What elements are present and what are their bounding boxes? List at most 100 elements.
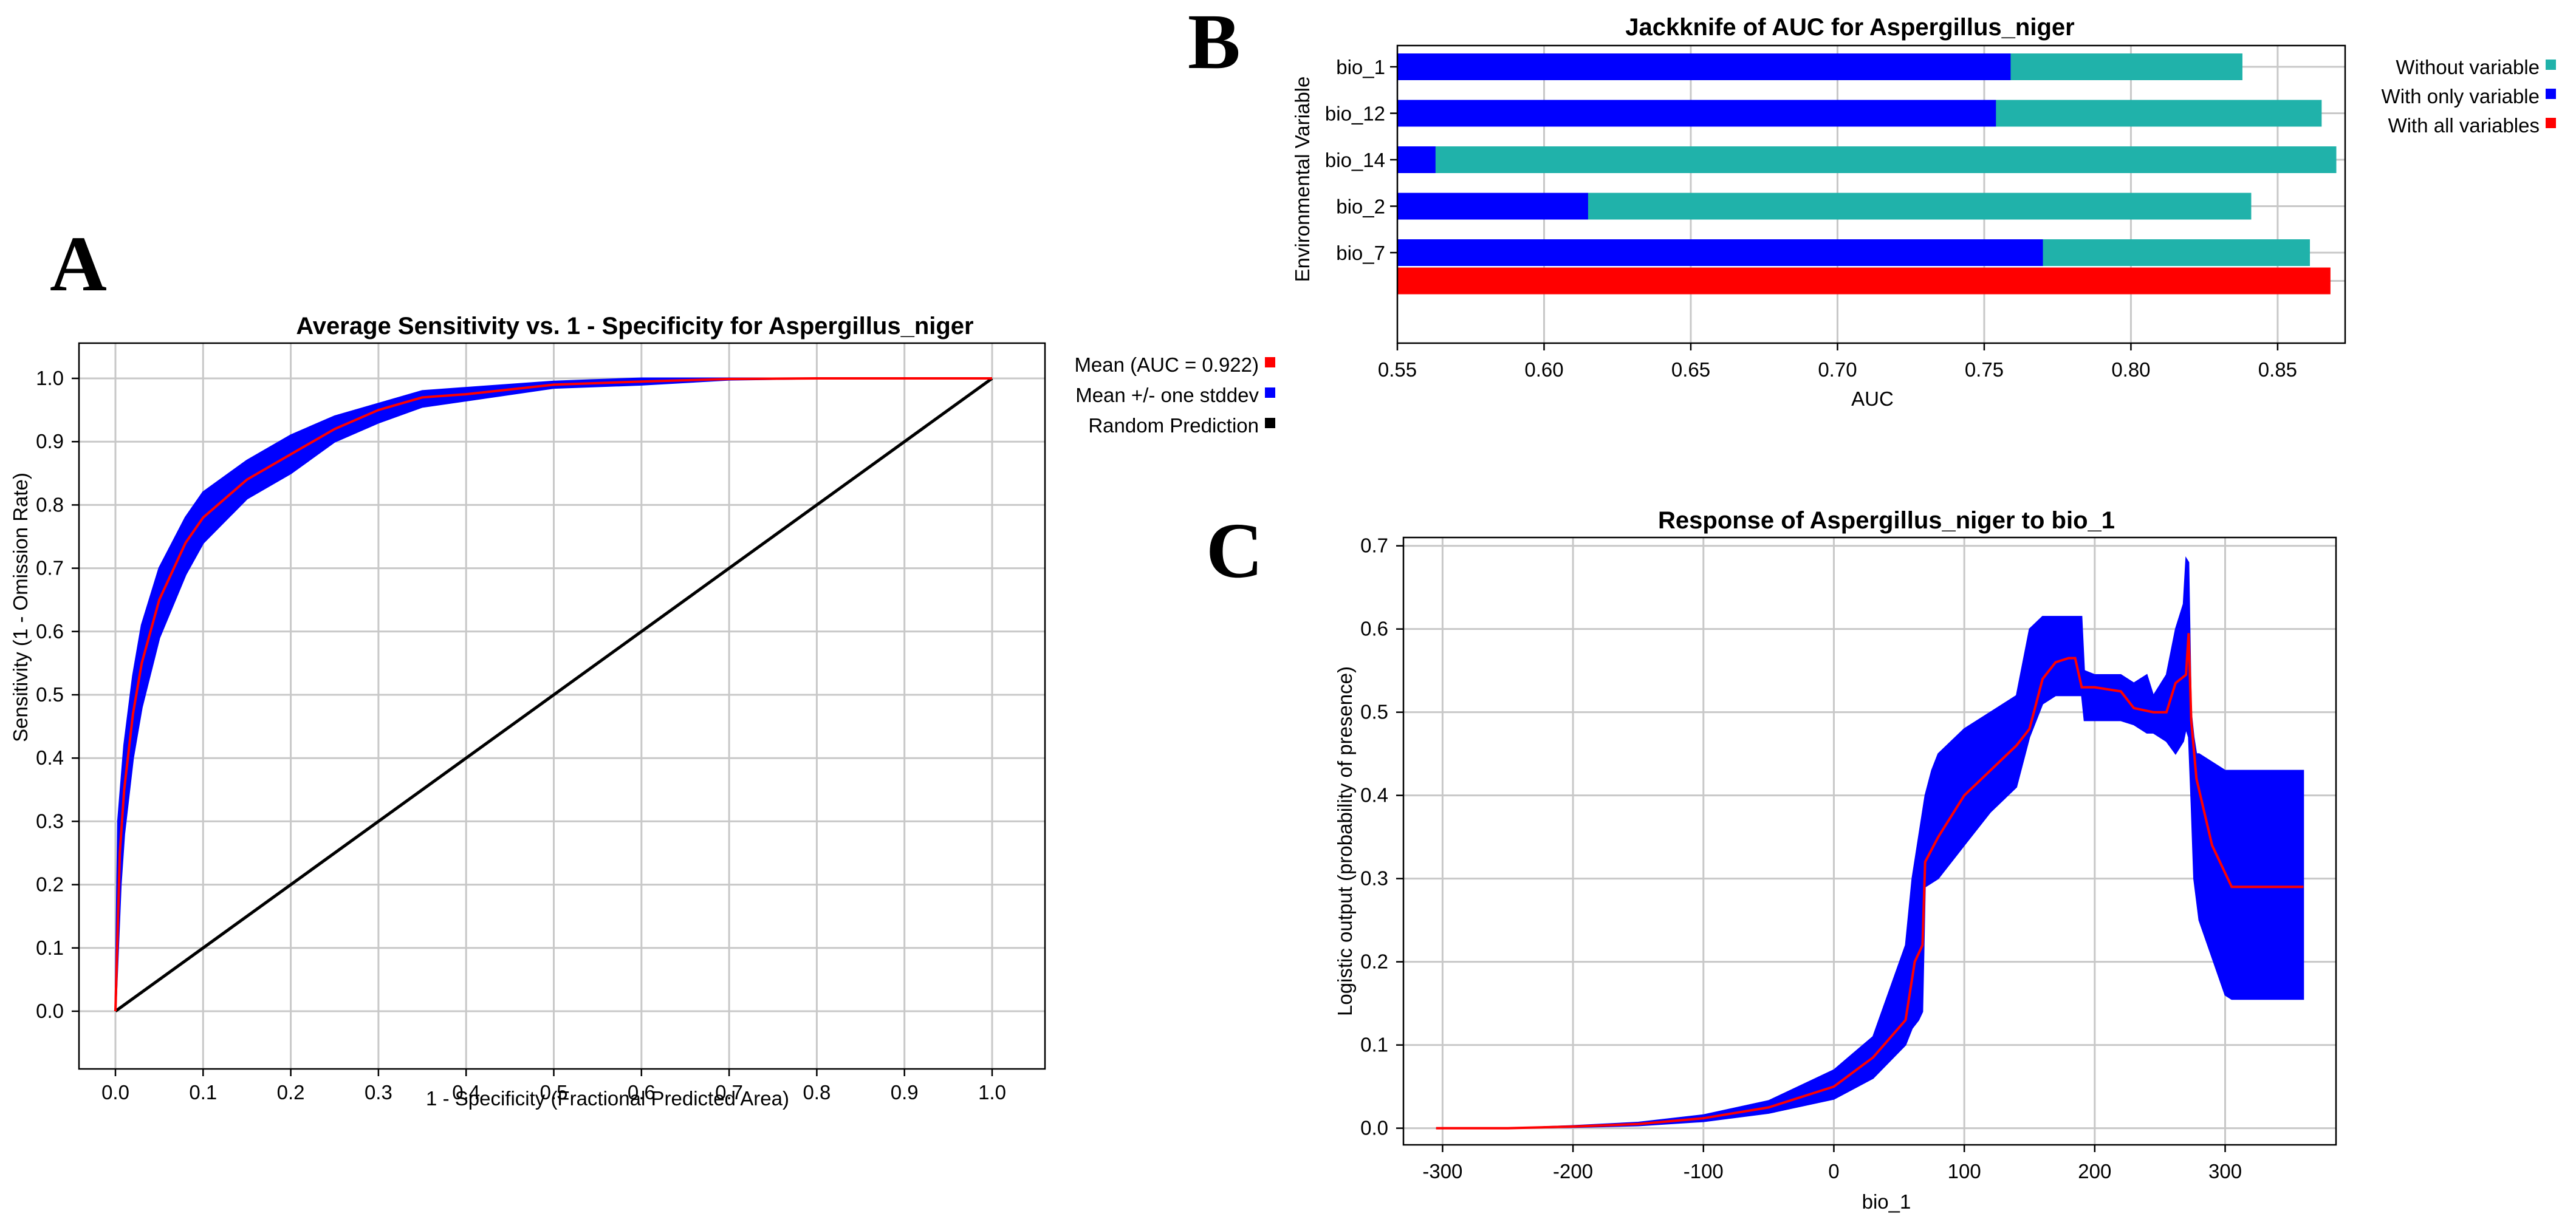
response-y-tick-label: 0.6 [1360,618,1388,640]
roc-x-tick-label: 1.0 [978,1081,1006,1104]
jackknife-x-tick-label: 0.80 [2111,358,2150,381]
roc-x-ticks: 0.0 0.1 0.2 0.3 0.4 0.5 0.6 0.7 0.8 0.9 1.0 [101,1069,1006,1104]
legend-mean-swatch [1265,357,1275,367]
jackknife-x-tick-label: 0.85 [2258,358,2297,381]
legend-without-swatch [2546,60,2556,70]
roc-x-tick-label: 0.0 [101,1081,129,1104]
response-chart: Response of Aspergillus_niger to bio_1 -… [1334,507,2337,1213]
legend-random: Random Prediction [1088,414,1259,437]
roc-x-tick-label: 0.5 [540,1081,568,1104]
legend-stddev-swatch [1265,387,1275,398]
jackknife-x-tick-label: 0.70 [1818,358,1857,381]
roc-x-tick-label: 0.2 [277,1081,305,1104]
roc-y-tick-label: 0.6 [36,620,64,643]
response-x-tick-label: 300 [2208,1160,2242,1182]
legend-with-all-swatch [2546,118,2556,128]
jackknife-chart: Jackknife of AUC for Aspergillus_niger 0… [1291,14,2556,410]
roc-chart: Average Sensitivity vs. 1 - Specificity … [9,313,1275,1110]
response-x-tick-label: 100 [1948,1160,1981,1182]
jackknife-category-label: bio_2 [1336,196,1385,218]
jackknife-x-tick-label: 0.55 [1378,358,1417,381]
jackknife-x-tick-label: 0.65 [1671,358,1710,381]
roc-random-prediction-line [114,377,993,1013]
response-band [1436,556,2304,1129]
roc-y-axis-label: Sensitivity (1 - Omission Rate) [9,473,32,742]
bar-with-all-variables [1397,267,2331,295]
roc-y-tick-label: 0.7 [36,557,64,579]
response-x-tick-label: -300 [1422,1160,1462,1182]
roc-x-tick-label: 0.8 [803,1081,831,1104]
roc-x-axis-label: 1 - Specificity (Fractional Predicted Ar… [426,1087,789,1110]
jackknife-categories: bio_1 bio_12 bio_14 bio_2 bio_7 [1325,56,1397,264]
roc-stddev-band-area [114,377,992,1012]
bar-with-only-variable [1397,100,1996,127]
response-y-axis-label: Logistic output (probability of presence… [1334,666,1356,1016]
roc-x-tick-label: 0.7 [715,1081,743,1104]
response-y-tick-label: 0.4 [1360,784,1388,807]
bar-without-variable [1397,146,2337,173]
jackknife-bars [1397,53,2337,295]
response-y-tick-label: 0.0 [1360,1117,1388,1139]
response-y-tick-label: 0.3 [1360,867,1388,890]
roc-stddev-band [114,377,992,1012]
jackknife-x-tick-label: 0.60 [1524,358,1563,381]
jackknife-x-tick-label: 0.75 [1965,358,2004,381]
roc-y-tick-label: 0.5 [36,683,64,706]
jackknife-x-axis-label: AUC [1851,387,1894,410]
jackknife-y-axis-label: Environmental Variable [1291,77,1314,282]
roc-y-tick-label: 0.8 [36,493,64,516]
response-x-axis-label: bio_1 [1862,1190,1911,1213]
legend-stddev: Mean +/- one stddev [1075,384,1259,406]
response-x-tick-label: 200 [2078,1160,2111,1182]
response-y-tick-label: 0.5 [1360,701,1388,723]
roc-x-tick-label: 0.6 [628,1081,656,1104]
roc-y-tick-label: 0.3 [36,810,64,832]
response-grid [1403,537,2336,1145]
jackknife-legend: Without variable With only variable With… [2382,56,2556,137]
response-stddev-band [1436,556,2304,1129]
legend-with-all-variables: With all variables [2388,114,2540,137]
jackknife-category-label: bio_12 [1325,103,1385,125]
jackknife-category-label: bio_1 [1336,56,1385,78]
panel-label-b: B [1188,0,1241,86]
roc-x-tick-label: 0.4 [452,1081,480,1104]
bar-with-only-variable [1397,239,2043,266]
response-x-tick-label: 0 [1828,1160,1839,1182]
response-y-tick-label: 0.2 [1360,950,1388,973]
legend-without-variable: Without variable [2396,56,2540,78]
roc-y-tick-label: 1.0 [36,367,64,389]
roc-x-tick-label: 0.1 [189,1081,217,1104]
roc-x-tick-label: 0.9 [891,1081,919,1104]
roc-plot-area [79,343,1045,1069]
bar-with-only-variable [1397,193,1588,220]
response-y-ticks: 0.0 0.1 0.2 0.3 0.4 0.5 0.6 0.7 [1360,534,1403,1139]
jackknife-category-label: bio_14 [1325,149,1385,171]
response-mean-line [1436,633,2304,1130]
roc-y-tick-label: 0.1 [36,937,64,959]
legend-mean-auc: Mean (AUC = 0.922) [1074,353,1259,376]
response-x-tick-label: -200 [1553,1160,1593,1182]
roc-x-tick-label: 0.3 [365,1081,392,1104]
roc-chart-title: Average Sensitivity vs. 1 - Specificity … [296,313,973,340]
roc-legend: Mean (AUC = 0.922) Mean +/- one stddev R… [1074,353,1275,437]
roc-y-tick-label: 0.4 [36,746,64,769]
legend-with-only-variable: With only variable [2382,85,2540,107]
response-x-ticks: -300 -200 -100 0 100 200 300 [1422,1145,2242,1182]
jackknife-x-ticks: 0.55 0.60 0.65 0.70 0.75 0.80 0.85 [1378,343,2297,381]
roc-mean-line [114,377,992,1012]
jackknife-plot-frame [1396,44,2346,344]
panel-label-a: A [50,220,107,308]
legend-with-only-swatch [2546,89,2556,99]
response-y-tick-label: 0.1 [1360,1034,1388,1056]
response-chart-title: Response of Aspergillus_niger to bio_1 [1658,507,2115,534]
panel-label-c: C [1206,507,1263,595]
response-lines [1436,633,2304,1130]
legend-random-swatch [1265,418,1275,428]
bar-with-only-variable [1397,53,2011,80]
roc-lines [114,377,993,1013]
roc-plot-frame [78,342,1046,1070]
response-plot-frame [1402,536,2337,1146]
response-y-tick-label: 0.7 [1360,534,1388,557]
response-x-tick-label: -100 [1684,1160,1724,1182]
